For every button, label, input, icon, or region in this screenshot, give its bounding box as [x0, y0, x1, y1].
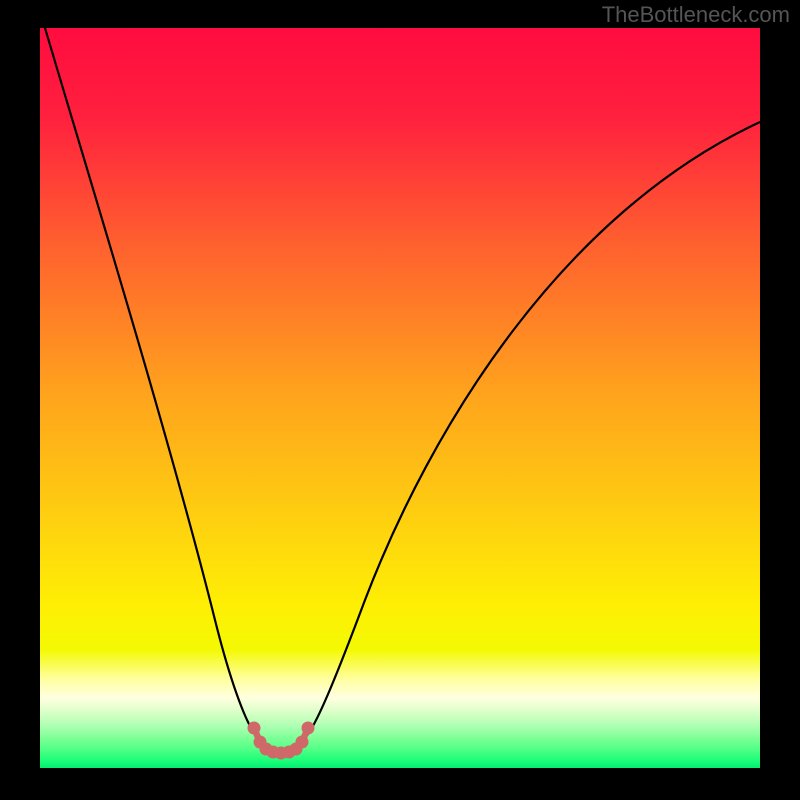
chart-container: TheBottleneck.com	[0, 0, 800, 800]
marker-dot	[248, 722, 261, 735]
bottleneck-chart	[0, 0, 800, 800]
marker-dot	[296, 736, 309, 749]
marker-dot	[302, 722, 315, 735]
watermark-text: TheBottleneck.com	[602, 2, 790, 28]
plot-background	[40, 28, 760, 768]
